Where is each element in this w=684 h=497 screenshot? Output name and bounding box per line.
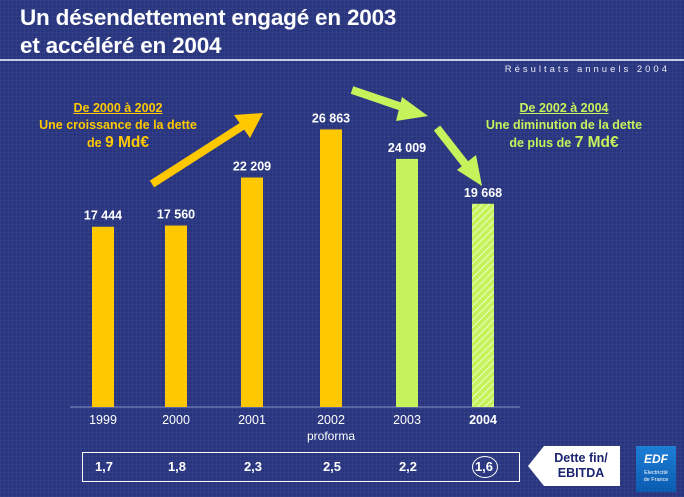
value-label-2003: 24 009 [388, 141, 426, 155]
category-label-2001: 2001 [238, 413, 266, 427]
decline-annotation-prefix: de plus de [509, 136, 572, 150]
ebitda-ratio-row: 1,7 1,8 2,3 2,5 2,2 1,6 [82, 452, 520, 482]
title-line-2: et accéléré en 2004 [20, 33, 222, 58]
category-label-2002: 2002 [317, 413, 345, 427]
ebitda-ratio-label-line2: EBITDA [557, 466, 605, 480]
decline-annotation: De 2002 à 2004 Une diminution de la dett… [452, 100, 676, 152]
category-label-2003: 2003 [393, 413, 421, 427]
ebitda-ratio-2003: 2,2 [398, 459, 418, 474]
title-divider [0, 59, 684, 61]
bar-2000 [165, 225, 187, 407]
edf-logo: EDF Electricité de France [636, 446, 676, 492]
bar-2001 [241, 177, 263, 407]
decline-annotation-head: De 2002 à 2004 [519, 101, 609, 115]
category-sublabel-2002: proforma [307, 429, 355, 443]
decline-annotation-value: 7 Md€ [574, 134, 619, 151]
decline-annotation-line2: Une diminution de la dette [485, 118, 643, 132]
value-label-2004: 19 668 [464, 186, 502, 200]
category-label-2004: 2004 [469, 413, 497, 427]
bar-1999 [92, 226, 114, 407]
decline-arrow-icon-1 [350, 86, 428, 121]
category-label-1999: 1999 [89, 413, 117, 427]
value-label-2000: 17 560 [157, 208, 195, 222]
page-title: Un désendettement engagé en 2003 et accé… [20, 4, 396, 60]
growth-annotation-value: 9 Md€ [105, 134, 149, 151]
bar-2002 [320, 129, 342, 408]
ebitda-ratio-label: Dette fin/ EBITDA [528, 446, 620, 486]
ebitda-ratio-2000: 1,8 [167, 459, 187, 474]
growth-annotation-prefix: de [86, 136, 102, 150]
edf-logo-mark: EDF [644, 452, 668, 466]
ebitda-ratio-label-line1: Dette fin/ [554, 451, 608, 465]
growth-annotation-line2: Une croissance de la dette [39, 118, 197, 132]
ebitda-ratio-2001: 2,3 [243, 459, 263, 474]
category-label-2000: 2000 [162, 413, 190, 427]
growth-arrow-icon [149, 113, 263, 188]
value-label-2001: 22 209 [233, 160, 271, 174]
subtitle: Résultats annuels 2004 [504, 64, 670, 75]
growth-annotation: De 2000 à 2002 Une croissance de la dett… [6, 100, 230, 152]
bar-2003 [396, 158, 418, 407]
ebitda-ratio-2002: 2,5 [322, 459, 342, 474]
ebitda-ratio-1999: 1,7 [94, 459, 114, 474]
growth-annotation-head: De 2000 à 2002 [73, 101, 163, 115]
title-line-1: Un désendettement engagé en 2003 [20, 5, 397, 30]
bar-2004 [472, 203, 494, 407]
ebitda-ratio-2004: 1,6 [459, 453, 509, 480]
trend-arrows [149, 86, 482, 188]
decline-arrow-icon-2 [433, 125, 482, 186]
value-label-1999: 17 444 [84, 209, 122, 223]
edf-logo-text-1: Electricité [644, 470, 668, 476]
edf-logo-text-2: de France [643, 477, 669, 483]
value-label-2002: 26 863 [312, 111, 350, 125]
